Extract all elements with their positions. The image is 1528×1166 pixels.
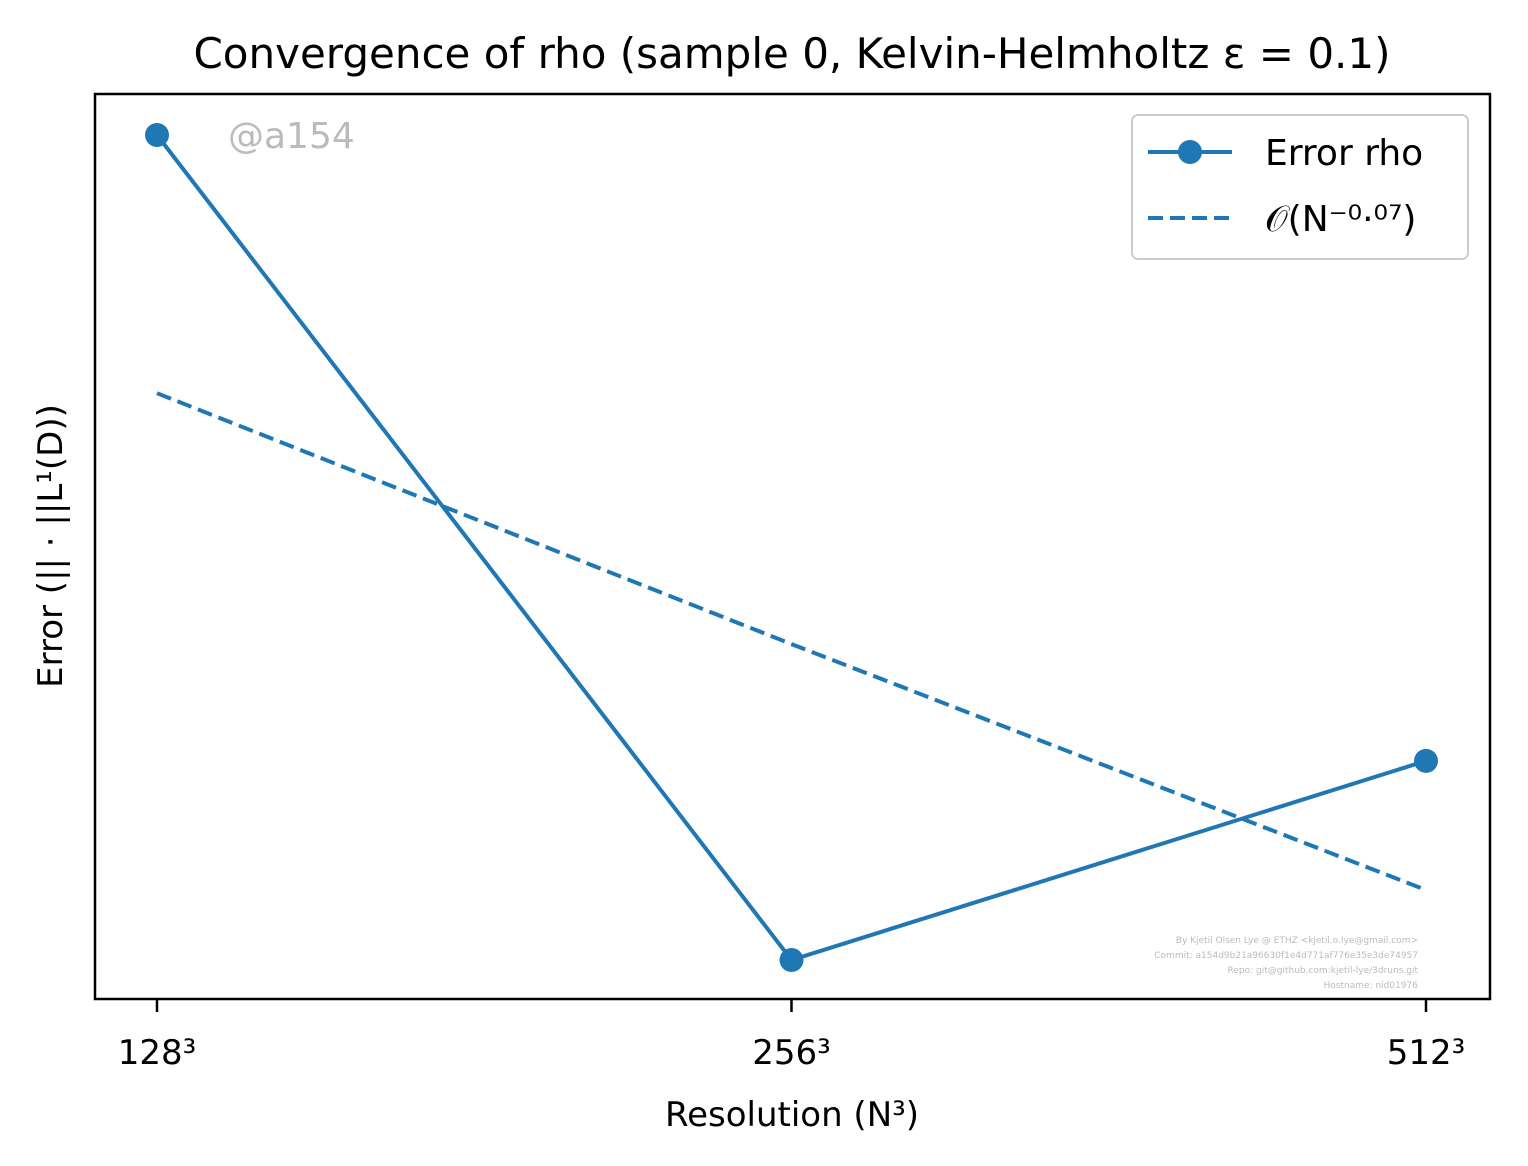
footer-note-hostname: Hostname: nid01976	[1324, 981, 1419, 991]
legend-marker-error-rho	[1178, 140, 1202, 164]
series-line-1	[156, 391, 1427, 892]
footer-note-author: By Kjetil Olsen Lye @ ETHZ <kjetil.o.lye…	[1176, 936, 1418, 946]
legend-label-error-rho: Error rho	[1265, 133, 1423, 174]
x-tick-label-2: 512³	[1387, 1033, 1466, 1073]
x-axis-label: Resolution (N³)	[665, 1095, 919, 1135]
series-0-point-2	[1414, 748, 1438, 773]
footer-note-repo: Repo: git@github.com:kjetil-lye/3druns.g…	[1228, 966, 1419, 976]
x-tick-label-0: 128³	[118, 1033, 197, 1073]
chart-title: Convergence of rho (sample 0, Kelvin-Hel…	[193, 29, 1390, 78]
y-axis-label: Error (|| · ||L¹(D))	[31, 404, 71, 688]
watermark: @a154	[228, 116, 355, 157]
series-0-point-1	[779, 948, 804, 972]
legend: Error rho 𝒪(N⁻⁰·⁰⁷)	[1131, 114, 1469, 260]
footer-notes: By Kjetil Olsen Lye @ ETHZ <kjetil.o.lye…	[1154, 936, 1418, 991]
footer-note-commit: Commit: a154d9b21a96630f1e4d771af776e35e…	[1154, 951, 1418, 961]
x-tick-label-1: 256³	[752, 1033, 831, 1073]
x-axis-ticks: 128³ 256³ 512³	[118, 999, 1466, 1073]
legend-label-reference: 𝒪(N⁻⁰·⁰⁷)	[1265, 199, 1416, 240]
data-marks	[145, 123, 1438, 972]
series-0-point-0	[145, 123, 169, 147]
